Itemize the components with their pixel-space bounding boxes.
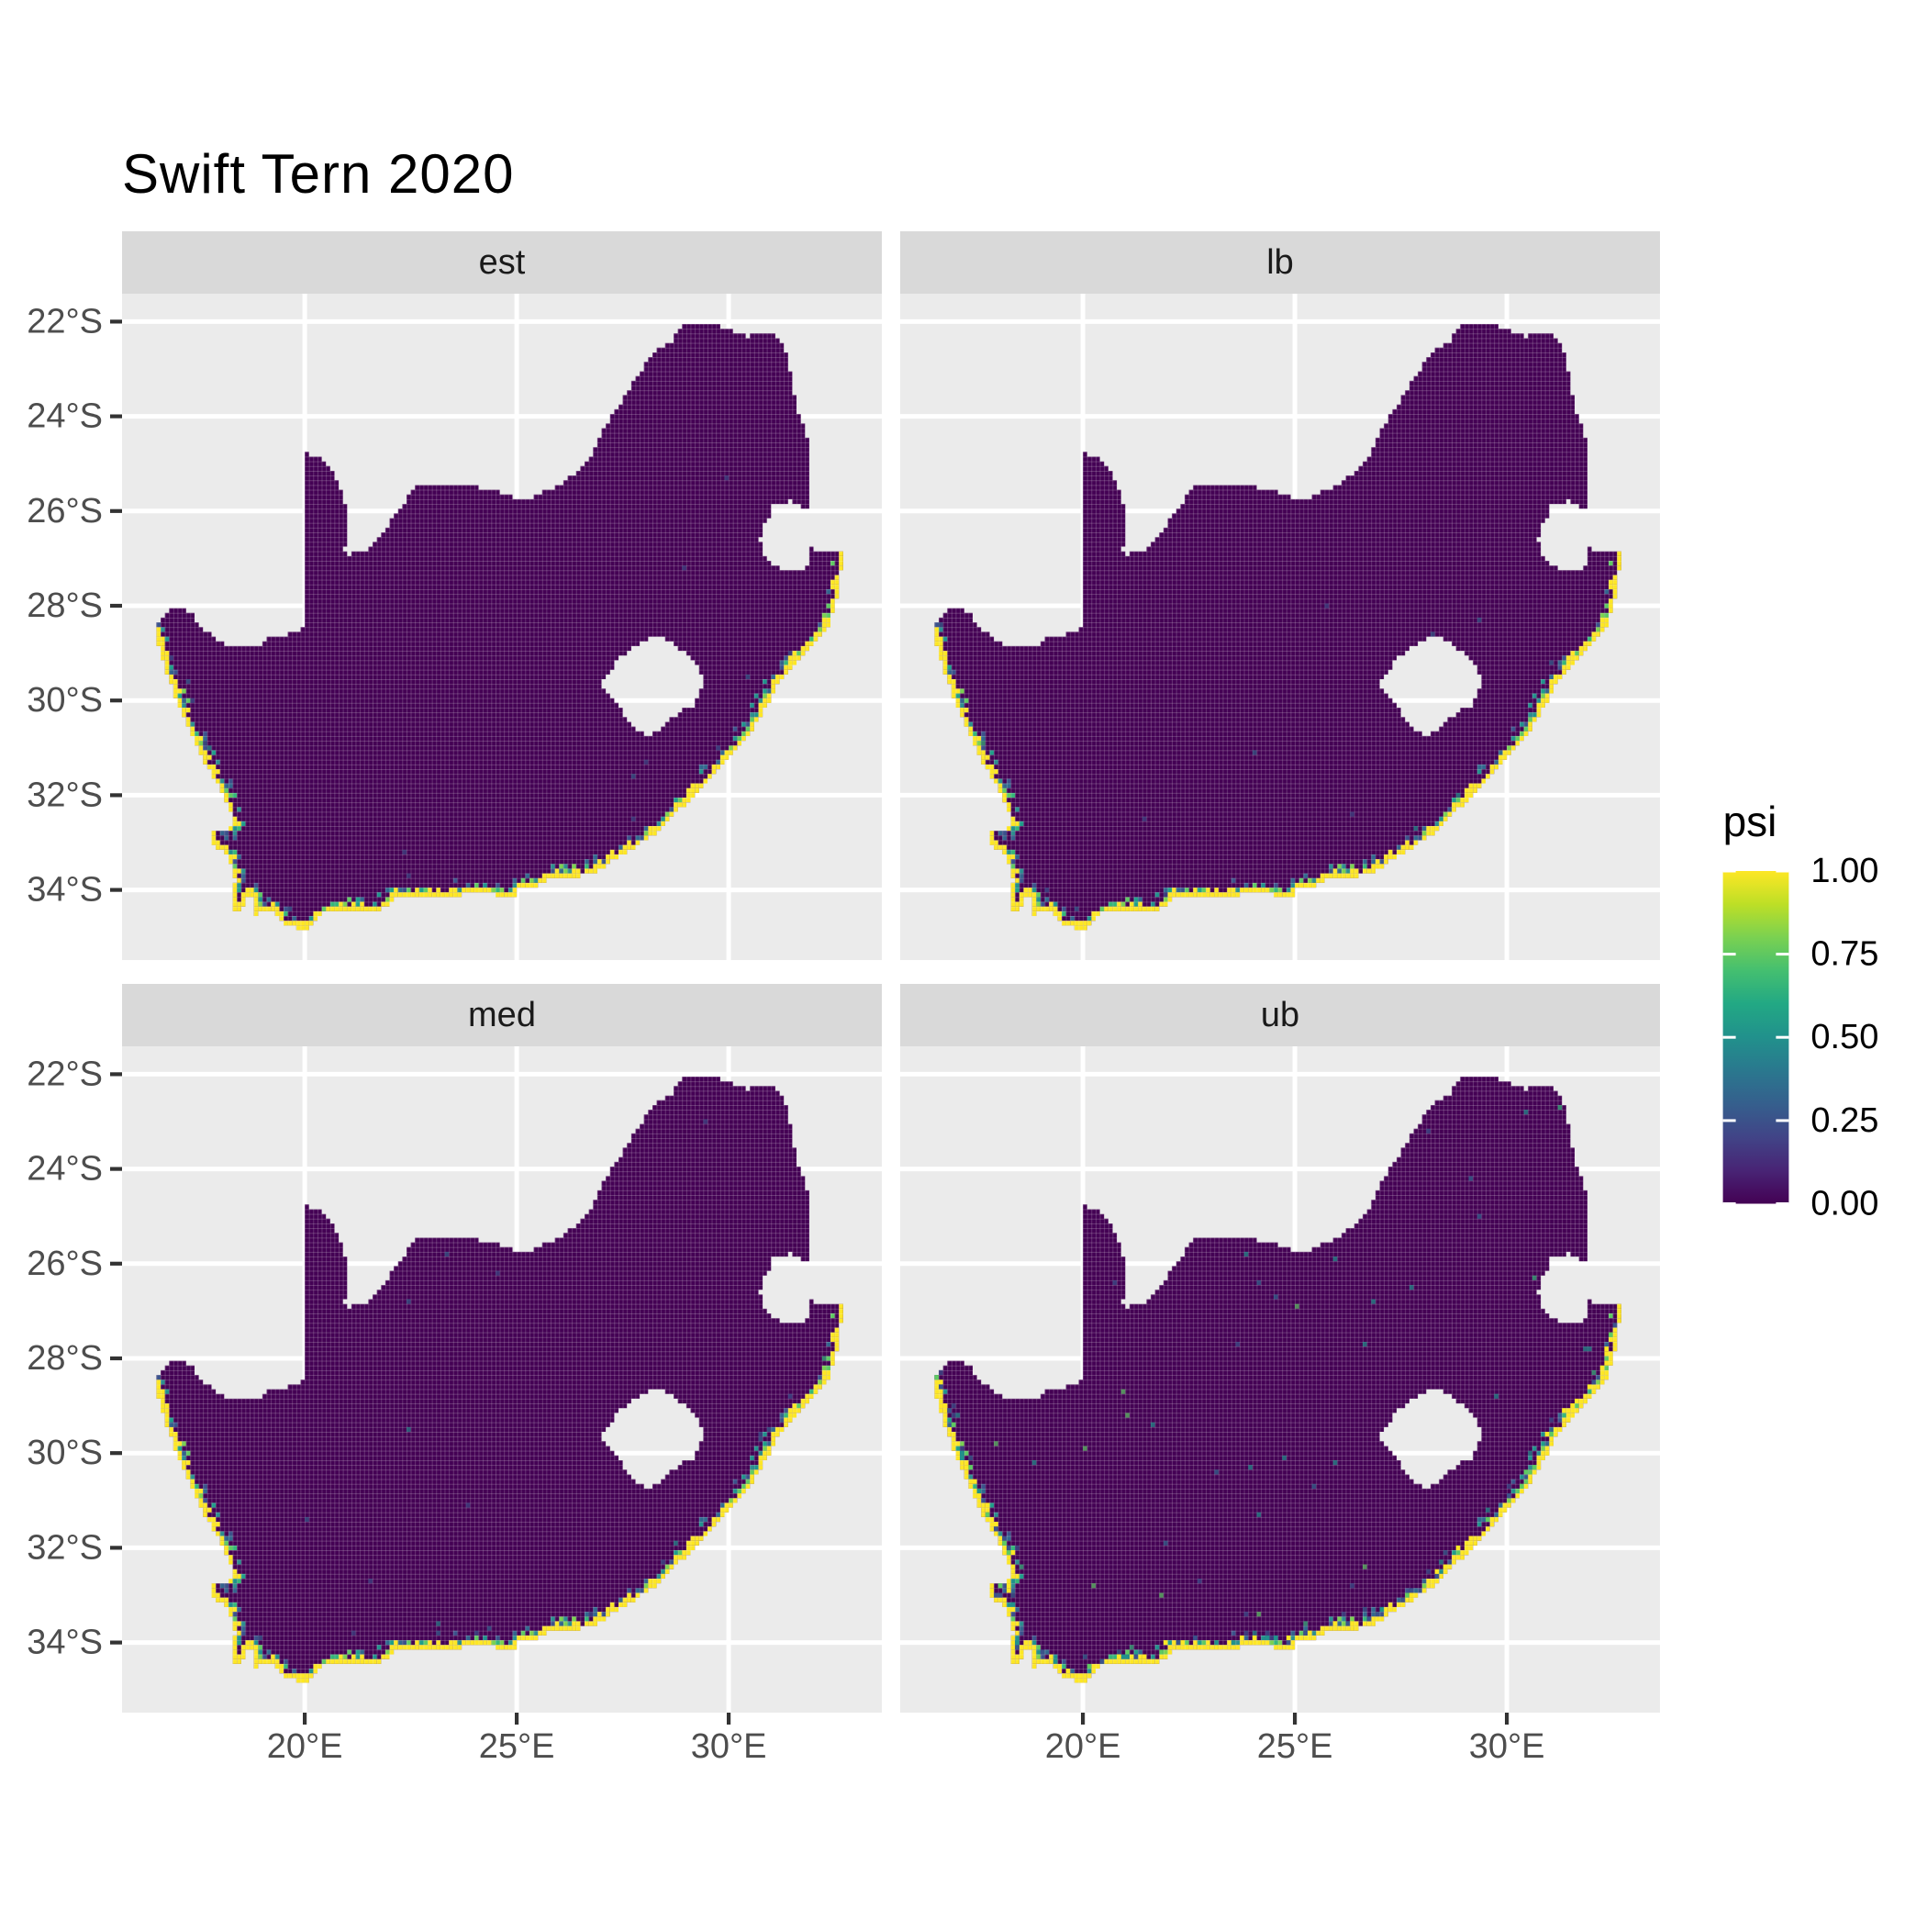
svg-text:28°S: 28°S [27, 586, 103, 625]
svg-text:30°E: 30°E [1469, 1727, 1545, 1766]
svg-text:30°S: 30°S [27, 1434, 103, 1472]
svg-text:32°S: 32°S [27, 776, 103, 814]
svg-text:20°E: 20°E [267, 1727, 343, 1766]
svg-text:26°S: 26°S [27, 492, 103, 530]
svg-text:20°E: 20°E [1045, 1727, 1121, 1766]
svg-text:med: med [468, 996, 536, 1034]
svg-text:34°S: 34°S [27, 871, 103, 910]
svg-text:0.50: 0.50 [1810, 1018, 1878, 1056]
svg-text:24°S: 24°S [27, 1150, 103, 1189]
svg-text:34°S: 34°S [27, 1624, 103, 1662]
svg-text:ub: ub [1261, 996, 1299, 1034]
svg-text:0.00: 0.00 [1810, 1185, 1878, 1223]
svg-text:32°S: 32°S [27, 1528, 103, 1567]
svg-text:0.75: 0.75 [1810, 935, 1878, 974]
svg-text:Swift Tern 2020: Swift Tern 2020 [122, 143, 514, 205]
svg-text:28°S: 28°S [27, 1339, 103, 1378]
svg-text:30°S: 30°S [27, 681, 103, 720]
svg-text:lb: lb [1266, 243, 1294, 282]
svg-text:0.25: 0.25 [1810, 1101, 1878, 1140]
svg-text:26°S: 26°S [27, 1245, 103, 1283]
svg-text:est: est [479, 243, 526, 282]
svg-text:25°E: 25°E [479, 1727, 555, 1766]
svg-text:25°E: 25°E [1257, 1727, 1333, 1766]
svg-text:1.00: 1.00 [1810, 852, 1878, 890]
svg-text:22°S: 22°S [27, 1055, 103, 1093]
svg-text:30°E: 30°E [691, 1727, 767, 1766]
svg-text:psi: psi [1723, 798, 1777, 845]
svg-text:24°S: 24°S [27, 397, 103, 436]
svg-text:22°S: 22°S [27, 302, 103, 341]
